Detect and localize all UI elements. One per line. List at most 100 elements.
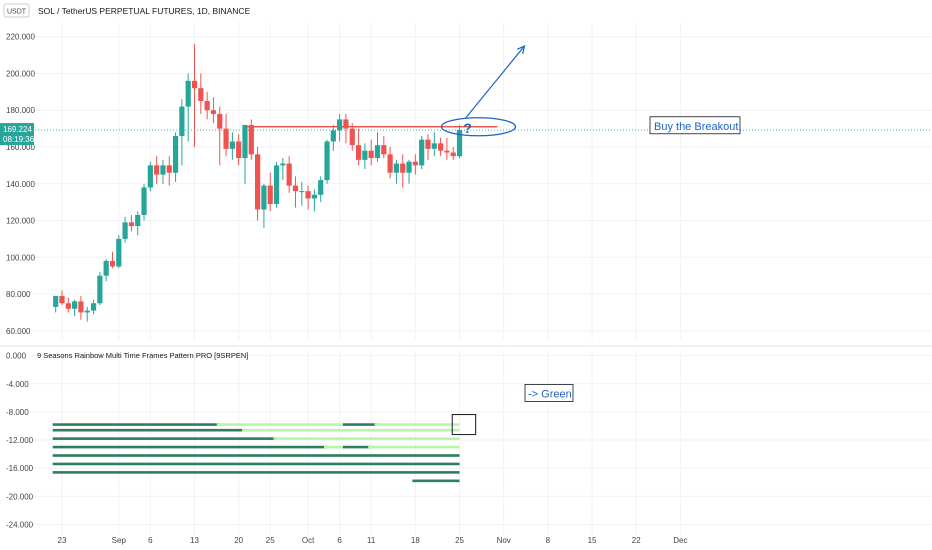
- candle-body: [229, 141, 235, 149]
- candle-body: [242, 124, 248, 159]
- indicator-tick-label: -16.000: [6, 464, 34, 473]
- time-tick-label: 6: [337, 536, 342, 545]
- candle-body: [343, 119, 349, 129]
- time-tick-label: 11: [367, 536, 376, 545]
- time-tick-label: 6: [148, 536, 153, 545]
- indicator-bar-segment: [52, 423, 220, 426]
- candle-body: [122, 222, 128, 239]
- candle-body: [292, 185, 299, 192]
- candle-body: [362, 150, 368, 160]
- currency-badge-box[interactable]: [3, 3, 30, 18]
- candle-body: [456, 130, 463, 157]
- indicator-tick-label: -12.000: [6, 436, 34, 445]
- price-tick-label: 200.000: [6, 69, 35, 78]
- candle-body: [431, 143, 437, 149]
- candle-body: [324, 141, 330, 181]
- candle-body: [444, 150, 450, 153]
- indicator-tick-label: -4.000: [6, 380, 29, 389]
- candle-body: [210, 110, 217, 114]
- candle-body: [381, 145, 387, 155]
- price-tick-label: 100.000: [6, 253, 35, 262]
- green-label-box[interactable]: [524, 384, 574, 402]
- symbol-title: SOL / TetherUS PERPETUAL FUTURES, 1D, BI…: [38, 6, 251, 16]
- candle-body: [355, 145, 362, 160]
- time-tick-label: Dec: [673, 536, 687, 545]
- time-axis[interactable]: 23 Sep 6 13 20 25 Oct 6 11 18 25 Nov 8 15 22 Dec: [58, 536, 688, 545]
- breakout-ellipse[interactable]: [440, 117, 517, 137]
- indicator-bar-segment: [52, 454, 460, 457]
- candle-body: [425, 139, 431, 149]
- indicator-bar-segment: [374, 423, 460, 426]
- indicator-bar-segment: [342, 423, 378, 426]
- indicator-bar-segment: [52, 445, 328, 449]
- candle-body: [349, 128, 355, 146]
- indicator-title: 9 Seasons Rainbow Multi Time Frames Patt…: [37, 351, 248, 360]
- candle-body: [84, 310, 90, 313]
- candle-body: [172, 135, 179, 173]
- candle-body: [154, 165, 160, 175]
- candle-body: [160, 165, 166, 175]
- time-tick-label: 13: [190, 536, 199, 545]
- candle-body: [204, 101, 210, 111]
- candle-body: [90, 303, 97, 311]
- candle-body: [223, 128, 229, 149]
- candle-body: [330, 130, 336, 142]
- candle-body: [97, 275, 103, 304]
- candle-body: [337, 119, 343, 131]
- question-mark: ?: [463, 120, 472, 136]
- time-tick-label: Oct: [302, 536, 315, 545]
- candle-body: [141, 187, 147, 216]
- time-tick-label: 22: [632, 536, 641, 545]
- price-axis[interactable]: 60.000 80.000 100.000 120.000 140.000 160.000…: [6, 33, 35, 336]
- indicator-bar-segment: [273, 437, 460, 440]
- price-tick-label: 80.000: [6, 290, 31, 299]
- price-tick-label: 220.000: [6, 33, 35, 42]
- candle-body: [53, 295, 59, 307]
- time-tick-label: 20: [234, 536, 243, 545]
- candle-body: [236, 141, 242, 159]
- candle-body: [438, 143, 444, 151]
- indicator-tick-label: 0.000: [6, 352, 27, 361]
- candle-body: [135, 215, 141, 227]
- highlight-box[interactable]: [451, 414, 477, 436]
- candle-body: [400, 163, 406, 173]
- candle-body: [311, 194, 317, 199]
- candle-body: [280, 163, 286, 166]
- price-badge: [0, 123, 34, 146]
- candle-body: [393, 163, 400, 173]
- candle-body: [368, 150, 374, 159]
- breakout-label: Buy the Breakout: [654, 121, 738, 133]
- candle-body: [267, 185, 273, 204]
- price-tick-label: 180.000: [6, 106, 35, 115]
- candle-body: [261, 185, 267, 210]
- candle-body: [59, 295, 65, 304]
- countdown-label: 08:19:36: [3, 135, 35, 144]
- candle-body: [305, 191, 311, 199]
- candle-body: [374, 145, 381, 159]
- candle-body: [286, 163, 292, 186]
- price-tick-label: 120.000: [6, 217, 35, 226]
- candle-body: [255, 154, 261, 210]
- indicator-grid: [32, 350, 932, 535]
- candle-body: [412, 161, 418, 166]
- candle-body: [147, 165, 153, 188]
- time-tick-label: Sep: [112, 536, 127, 545]
- indicator-tick-label: -20.000: [6, 492, 34, 501]
- indicator-bar-segment: [324, 445, 346, 449]
- time-tick-label: Nov: [497, 536, 511, 545]
- price-tick-label: 140.000: [6, 180, 35, 189]
- indicator-axis[interactable]: 0.000 -4.000 -8.000 -12.000 -16.000 -20.000 -2…: [6, 352, 34, 530]
- breakout-arrow[interactable]: [465, 45, 525, 119]
- candle-body: [406, 161, 412, 173]
- candles-group: [53, 44, 463, 322]
- candle-body: [217, 113, 223, 129]
- time-tick-label: 23: [58, 536, 67, 545]
- indicator-bar-segment: [52, 462, 460, 466]
- breakout-label-box[interactable]: [649, 116, 741, 135]
- candle-body: [78, 301, 84, 313]
- indicator-bar-segment: [241, 428, 460, 432]
- candle-body: [387, 154, 393, 173]
- candle-body: [198, 88, 204, 102]
- candle-body: [166, 165, 172, 173]
- green-label: -> Green: [528, 388, 572, 400]
